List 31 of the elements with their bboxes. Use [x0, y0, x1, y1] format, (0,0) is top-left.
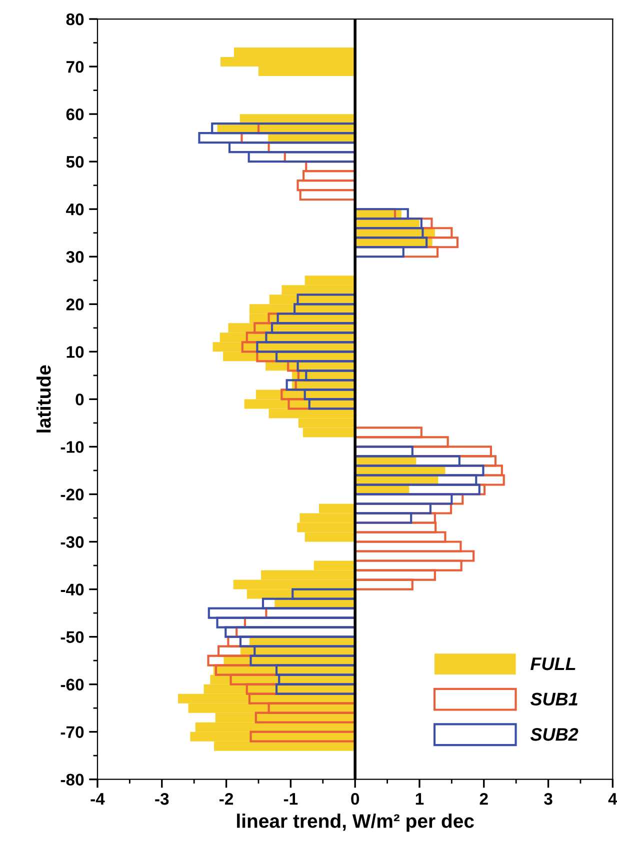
- x-axis-title: linear trend, W/m² per dec: [237, 814, 474, 832]
- x-tick-label: 3: [544, 793, 552, 805]
- x-tick-label: -2: [220, 793, 234, 805]
- legend-label: SUB1: [530, 692, 578, 706]
- x-tick-label: -1: [284, 793, 298, 805]
- x-tick-label: 4: [608, 793, 617, 805]
- legend-label: SUB2: [530, 728, 578, 741]
- legend-label: FULL: [530, 658, 576, 670]
- y-tick-label: -20: [60, 488, 84, 500]
- y-tick-label: -60: [60, 678, 84, 691]
- y-tick-label: 10: [66, 346, 84, 358]
- y-axis-title: latitude: [36, 365, 51, 432]
- y-tick-label: -50: [60, 631, 84, 644]
- y-tick-label: 50: [66, 156, 84, 168]
- y-tick-label: 20: [66, 298, 84, 310]
- y-tick-label: 70: [66, 60, 84, 73]
- y-tick-label: -30: [60, 536, 84, 548]
- y-tick-label: 0: [76, 394, 84, 406]
- y-tick-label: -80: [60, 774, 84, 786]
- y-tick-label: 40: [66, 204, 84, 216]
- y-tick-label: 60: [66, 108, 84, 120]
- y-tick-label: -40: [60, 584, 84, 596]
- y-tick-label: 30: [66, 251, 84, 263]
- y-tick-label: -70: [60, 726, 84, 738]
- y-tick-label: 80: [66, 13, 84, 26]
- x-tick-label: 2: [480, 793, 488, 805]
- y-tick-label: -10: [60, 441, 84, 453]
- x-tick-label: -4: [90, 793, 105, 805]
- x-tick-label: -3: [155, 793, 169, 805]
- x-tick-label: 0: [351, 793, 360, 805]
- x-tick-label: 1: [416, 793, 424, 805]
